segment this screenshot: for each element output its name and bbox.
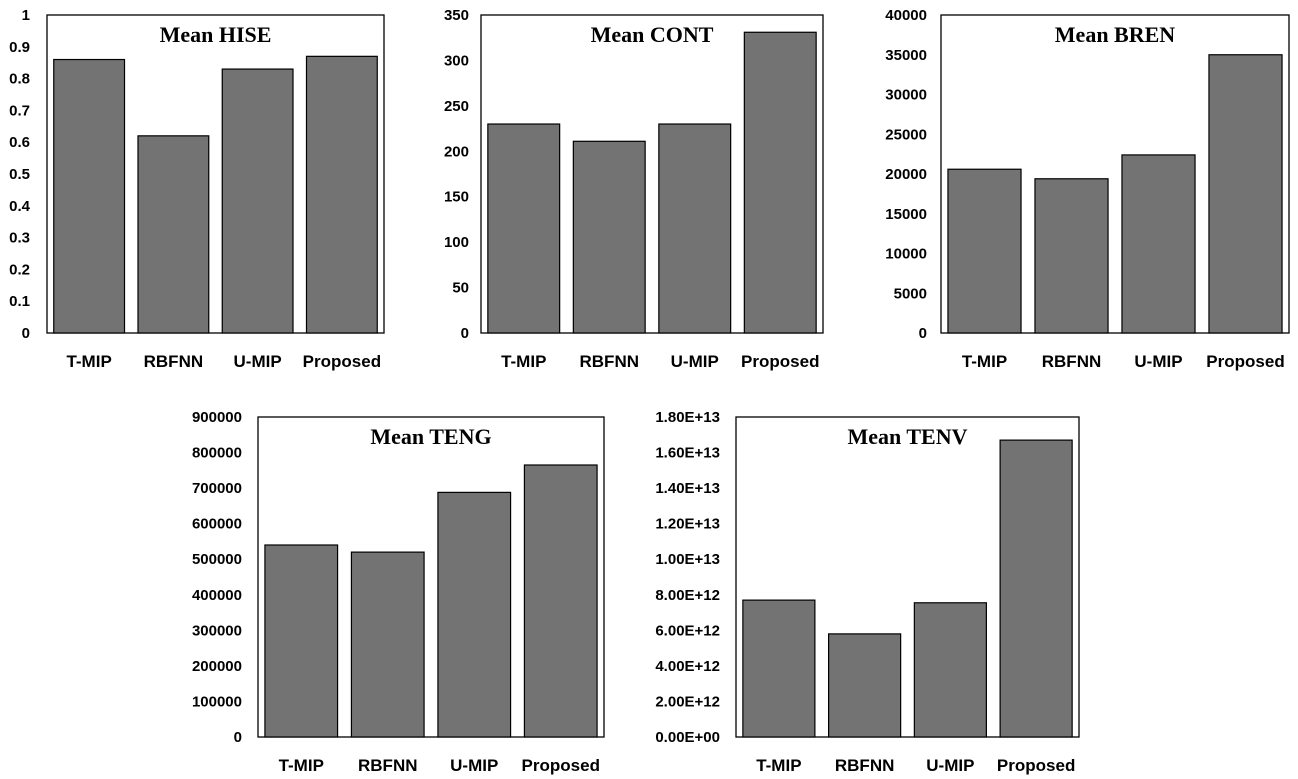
bar-proposed xyxy=(1208,54,1283,334)
y-tick-label: 50 xyxy=(452,280,469,297)
y-tick-label: 25000 xyxy=(885,126,927,143)
y-tick-label: 250 xyxy=(444,98,469,115)
x-category-label: Proposed xyxy=(997,756,1075,775)
y-tick-label: 6.00E+12 xyxy=(655,622,720,639)
y-tick-label: 0.6 xyxy=(9,134,30,151)
y-tick-label: 0.00E+00 xyxy=(655,729,720,746)
bar-t-mip xyxy=(264,544,339,738)
y-tick-label: 10000 xyxy=(885,246,927,263)
y-tick-label: 1.20E+13 xyxy=(655,516,720,533)
chart-mean-bren: 0 5000 10000 15000 20000 25000 30000 35000 40000… xyxy=(885,7,1290,371)
x-category-label: U-MIP xyxy=(234,352,282,371)
bar-rbfnn xyxy=(572,140,646,334)
y-tick-label: 0.2 xyxy=(9,261,30,278)
y-tick-label: 400000 xyxy=(192,587,242,604)
bar-u-mip xyxy=(437,491,512,738)
chart-mean-teng: 0 100000 200000 300000 400000 500000 600000 700… xyxy=(192,409,605,775)
bar-t-mip xyxy=(947,168,1022,334)
x-category-label: U-MIP xyxy=(926,756,974,775)
bar-u-mip xyxy=(658,123,732,334)
y-tick-label: 1.60E+13 xyxy=(655,445,720,462)
chart-title: Mean CONT xyxy=(591,22,714,47)
y-tick-label: 15000 xyxy=(885,206,927,223)
x-category-label: U-MIP xyxy=(450,756,498,775)
y-tick-label: 0.8 xyxy=(9,71,30,88)
bar-u-mip xyxy=(1121,154,1196,334)
y-tick-label: 100 xyxy=(444,234,469,251)
y-tick-label: 700000 xyxy=(192,480,242,497)
bar-t-mip xyxy=(742,599,816,738)
chart-mean-hise: 0 0.1 0.2 0.3 0.4 0.5 0.6 0.7 0.8 0.9 1 T-MIP RBFNN U… xyxy=(9,7,385,371)
y-tick-label: 1.40E+13 xyxy=(655,480,720,497)
x-category-label: Proposed xyxy=(1206,352,1284,371)
bar-rbfnn xyxy=(137,135,210,334)
y-tick-label: 0.9 xyxy=(9,39,30,56)
y-tick-label: 150 xyxy=(444,189,469,206)
y-tick-label: 0 xyxy=(461,325,469,342)
y-tick-label: 350 xyxy=(444,7,469,24)
bar-proposed xyxy=(743,31,817,334)
bar-proposed xyxy=(305,55,378,334)
x-category-label: T-MIP xyxy=(756,756,801,775)
y-tick-label: 200 xyxy=(444,143,469,160)
bar-u-mip xyxy=(913,602,987,738)
x-category-label: T-MIP xyxy=(66,352,111,371)
x-category-label: U-MIP xyxy=(1134,352,1182,371)
y-tick-label: 500000 xyxy=(192,551,242,568)
x-category-label: T-MIP xyxy=(501,352,546,371)
y-tick-label: 5000 xyxy=(894,285,927,302)
x-category-label: U-MIP xyxy=(671,352,719,371)
y-tick-label: 300 xyxy=(444,52,469,69)
bar-proposed xyxy=(999,439,1073,738)
bar-proposed xyxy=(523,464,598,738)
bar-t-mip xyxy=(487,123,561,334)
y-tick-label: 0.7 xyxy=(9,102,30,119)
y-tick-label: 0 xyxy=(919,325,927,342)
bar-u-mip xyxy=(221,68,294,334)
y-tick-label: 30000 xyxy=(885,87,927,104)
y-tick-label: 8.00E+12 xyxy=(655,587,720,604)
chart-title: Mean TENG xyxy=(370,424,491,449)
x-category-label: Proposed xyxy=(522,756,600,775)
y-tick-label: 200000 xyxy=(192,658,242,675)
x-category-label: RBFNN xyxy=(144,352,204,371)
y-tick-label: 0.4 xyxy=(9,198,31,215)
y-tick-label: 1.00E+13 xyxy=(655,551,720,568)
chart-mean-cont: 0 50 100 150 200 250 300 350 T-MIP RBFNN U-MIP Prop… xyxy=(444,7,824,371)
x-category-label: T-MIP xyxy=(279,756,324,775)
bar-rbfnn xyxy=(1034,178,1109,334)
y-tick-label: 0.5 xyxy=(9,166,30,183)
chart-title: Mean TENV xyxy=(848,424,968,449)
chart-title: Mean HISE xyxy=(160,22,272,47)
x-category-label: RBFNN xyxy=(1042,352,1102,371)
y-tick-label: 0.1 xyxy=(9,293,30,310)
y-tick-label: 600000 xyxy=(192,516,242,533)
y-tick-label: 2.00E+12 xyxy=(655,693,720,710)
bar-t-mip xyxy=(53,58,126,334)
y-tick-label: 20000 xyxy=(885,166,927,183)
y-tick-label: 1 xyxy=(22,7,30,24)
y-tick-label: 35000 xyxy=(885,47,927,64)
y-tick-label: 0 xyxy=(234,729,242,746)
y-tick-label: 0.3 xyxy=(9,230,30,247)
x-category-label: RBFNN xyxy=(580,352,640,371)
y-tick-label: 1.80E+13 xyxy=(655,409,720,426)
y-tick-label: 0 xyxy=(22,325,30,342)
y-tick-label: 100000 xyxy=(192,693,242,710)
bar-rbfnn xyxy=(350,551,425,738)
y-tick-label: 4.00E+12 xyxy=(655,658,720,675)
y-tick-label: 300000 xyxy=(192,622,242,639)
chart-title: Mean BREN xyxy=(1055,22,1176,47)
y-tick-label: 900000 xyxy=(192,409,242,426)
bar-rbfnn xyxy=(828,633,902,738)
chart-mean-tenv: 0.00E+00 2.00E+12 4.00E+12 6.00E+12 8.00E+12… xyxy=(655,409,1080,775)
x-category-label: T-MIP xyxy=(962,352,1007,371)
y-tick-label: 800000 xyxy=(192,445,242,462)
x-category-label: Proposed xyxy=(741,352,819,371)
x-category-label: Proposed xyxy=(303,352,381,371)
x-category-label: RBFNN xyxy=(358,756,418,775)
y-tick-label: 40000 xyxy=(885,7,927,24)
x-category-label: RBFNN xyxy=(835,756,895,775)
